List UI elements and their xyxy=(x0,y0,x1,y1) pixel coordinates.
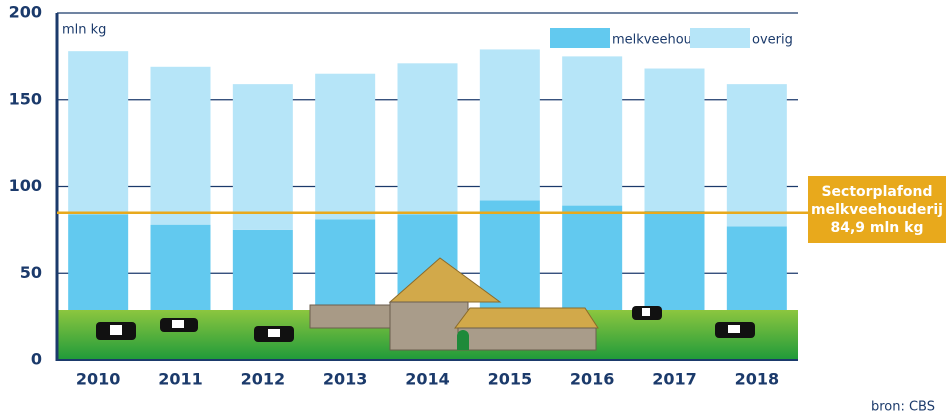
bar-segment xyxy=(233,84,293,230)
threshold-label: melkveehouderij xyxy=(811,202,943,218)
y-tick-label: 200 xyxy=(9,3,42,22)
x-tick-label: 2016 xyxy=(570,370,615,389)
x-tick-label: 2010 xyxy=(76,370,121,389)
bar-segment xyxy=(68,51,128,214)
stable xyxy=(458,328,596,350)
bar-segment xyxy=(645,69,705,211)
x-tick-label: 2017 xyxy=(652,370,697,389)
y-tick-label: 100 xyxy=(9,176,42,195)
x-tick-label: 2012 xyxy=(241,370,286,389)
x-tick-label: 2014 xyxy=(405,370,450,389)
spot xyxy=(268,329,280,337)
bar-segment xyxy=(727,84,787,226)
x-tick-label: 2011 xyxy=(158,370,203,389)
y-tick-label: 150 xyxy=(9,89,42,108)
spot xyxy=(172,320,184,328)
spot xyxy=(728,325,740,333)
spot xyxy=(110,325,122,335)
y-tick-label: 50 xyxy=(20,263,42,282)
spot xyxy=(642,308,650,316)
legend-swatch xyxy=(690,28,750,48)
threshold-label: Sectorplafond xyxy=(821,184,932,200)
bar-segment xyxy=(315,74,375,220)
bar-segment xyxy=(151,67,211,225)
bar-segment xyxy=(562,56,622,205)
stable xyxy=(310,305,400,328)
bar-segment xyxy=(398,63,458,214)
x-tick-label: 2015 xyxy=(488,370,533,389)
legend-label: overig xyxy=(752,33,793,48)
x-tick-label: 2018 xyxy=(735,370,780,389)
door xyxy=(457,330,469,350)
y-tick-label: 0 xyxy=(31,350,42,369)
source: bron: CBS xyxy=(871,400,935,415)
bar-segment xyxy=(480,49,540,200)
y-axis-label: mln kg xyxy=(62,23,106,38)
chart: 0 50 100 150 200 2010 2011 2012 2013 2014 2015 2016… xyxy=(0,0,946,416)
stable-roof xyxy=(455,308,598,328)
threshold-label: 84,9 mln kg xyxy=(831,220,924,236)
legend-swatch xyxy=(550,28,610,48)
x-tick-label: 2013 xyxy=(323,370,368,389)
